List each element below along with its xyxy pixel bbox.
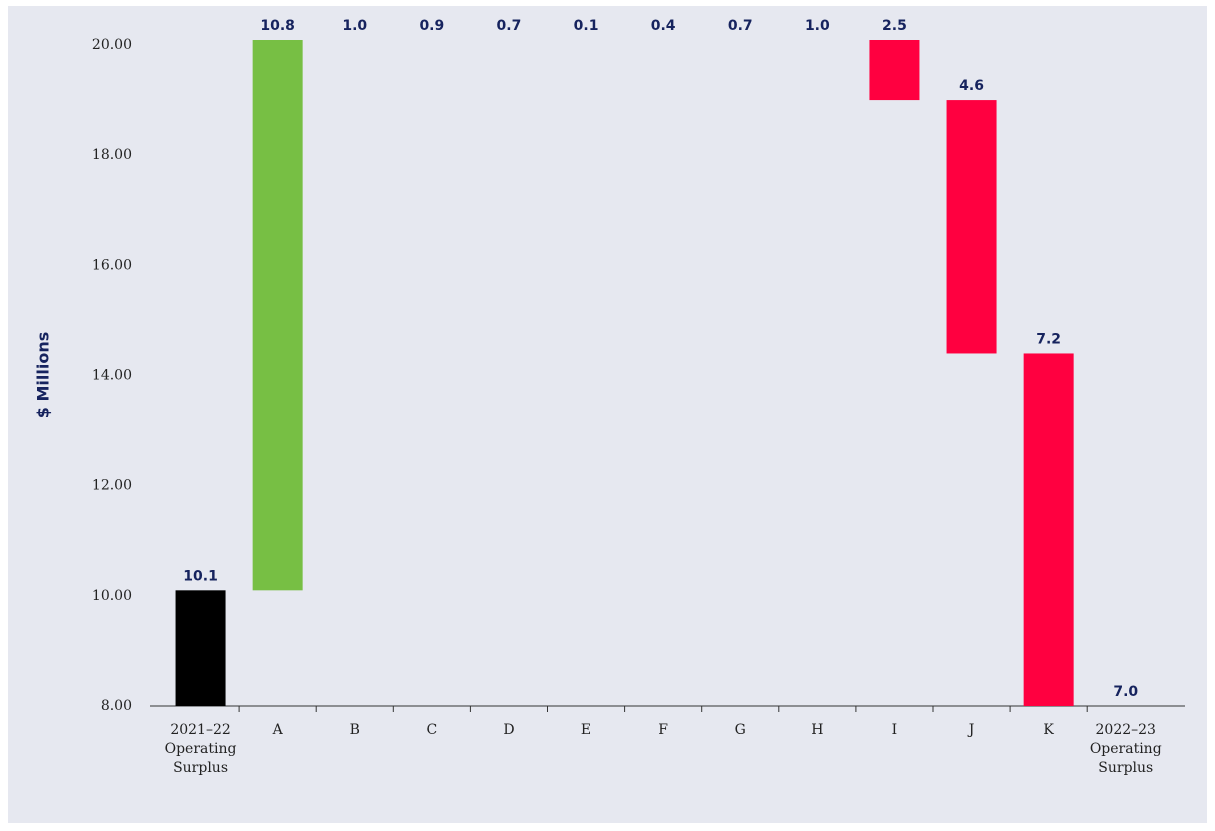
x-tick-label: E: [580, 722, 592, 738]
data-label: 7.2: [1036, 331, 1061, 347]
x-tick-label: 2022–23 Operating Surplus: [1089, 722, 1162, 776]
x-tick-label: D: [503, 722, 515, 738]
x-tick-label: K: [1043, 722, 1054, 738]
data-label: 0.1: [574, 18, 599, 34]
y-tick-label: 16.00: [92, 257, 132, 273]
x-tick-label: F: [658, 722, 668, 738]
data-label: 0.4: [651, 18, 676, 34]
x-tick-label: A: [272, 722, 283, 738]
x-tick-label: I: [891, 722, 898, 738]
data-label: 0.9: [419, 18, 444, 34]
x-tick-label: C: [426, 722, 438, 738]
data-label: 10.8: [260, 18, 295, 34]
plot-area: [175, 40, 1074, 706]
x-tick-label: J: [968, 722, 975, 738]
bar: [1023, 353, 1074, 706]
bar: [175, 590, 226, 706]
y-tick-label: 8.00: [101, 698, 132, 714]
x-tick-label: 2021–22 Operating Surplus: [164, 722, 237, 776]
data-label: 7.0: [1113, 684, 1138, 700]
x-tick-label: H: [811, 722, 824, 738]
x-tick-label: B: [349, 722, 360, 738]
y-tick-label: 10.00: [92, 588, 132, 604]
y-axis-label: $ Millions: [34, 332, 53, 418]
data-label: 2.5: [882, 18, 907, 34]
y-tick-label: 20.00: [92, 37, 132, 53]
data-label: 4.6: [959, 78, 984, 94]
data-label: 1.0: [342, 18, 367, 34]
data-label: 0.7: [497, 18, 522, 34]
data-label: 0.7: [728, 18, 753, 34]
data-label: 1.0: [805, 18, 830, 34]
bar: [869, 40, 920, 101]
x-tick-label: G: [734, 722, 746, 738]
y-tick-label: 18.00: [92, 147, 132, 163]
y-tick-label: 12.00: [92, 478, 132, 494]
bar: [946, 100, 997, 354]
bar: [252, 40, 303, 591]
y-tick-label: 14.00: [92, 368, 132, 384]
data-label: 10.1: [183, 568, 218, 584]
